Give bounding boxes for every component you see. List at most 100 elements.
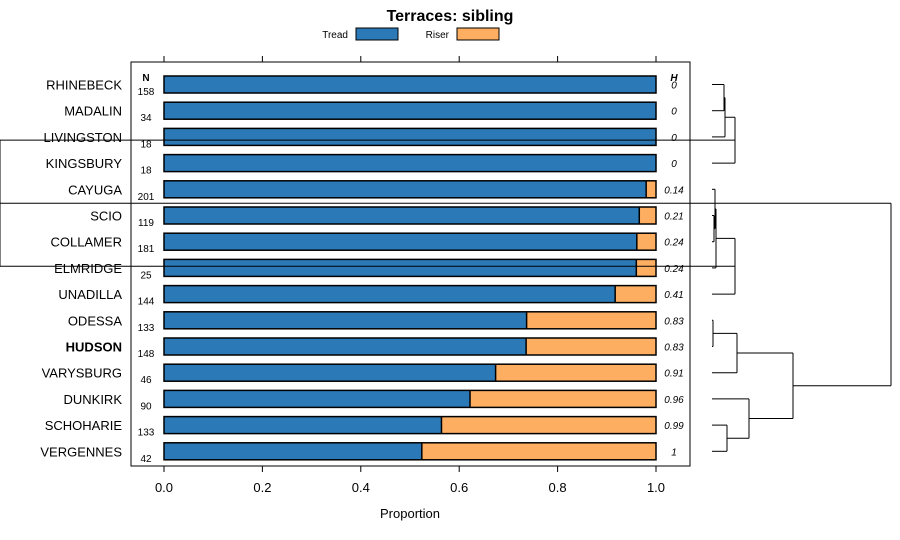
h-label-unadilla: 0.41	[664, 290, 683, 301]
bar-outline-hudson	[163, 337, 657, 356]
x-axis-label: Proportion	[380, 506, 440, 521]
bar-tread-livingston	[164, 128, 656, 146]
row-label-schoharie: SCHOHARIE	[45, 418, 123, 433]
x-tick-label-1: 0.2	[253, 480, 271, 495]
bar-tread-elmridge	[164, 259, 637, 277]
row-label-unadilla: UNADILLA	[58, 287, 122, 302]
x-tick-label-0: 0.0	[155, 480, 173, 495]
h-label-livingston: 0	[671, 133, 677, 144]
bar-tread-unadilla	[164, 285, 616, 303]
n-label-varysburg: 46	[140, 375, 152, 386]
n-label-dunkirk: 90	[140, 401, 152, 412]
bar-outline-rhinebeck	[163, 75, 657, 94]
row-label-madalin: MADALIN	[64, 104, 122, 119]
n-label-odessa: 133	[138, 323, 155, 334]
h-label-rhinebeck: 0	[671, 81, 677, 92]
row-label-hudson: HUDSON	[66, 340, 122, 355]
bar-outline-elmridge	[163, 258, 657, 278]
h-label-dunkirk: 0.96	[664, 395, 684, 406]
dendrogram	[0, 84, 892, 452]
bar-outline-collamer	[163, 232, 657, 251]
n-label-rhinebeck: 158	[138, 87, 155, 98]
h-label-vergennes: 1	[671, 447, 677, 458]
h-label-madalin: 0	[671, 107, 677, 118]
bar-tread-schoharie	[164, 416, 442, 434]
h-label-odessa: 0.83	[664, 316, 684, 327]
h-label-varysburg: 0.91	[664, 369, 683, 380]
bar-tread-varysburg	[164, 364, 496, 382]
bar-outline-schoharie	[163, 415, 657, 435]
h-label-elmridge: 0.24	[664, 264, 684, 275]
row-label-varysburg: VARYSBURG	[42, 366, 122, 381]
bar-tread-vergennes	[164, 442, 422, 460]
n-header: N	[142, 73, 149, 84]
legend-label-riser: Riser	[426, 30, 450, 41]
h-header: H	[670, 73, 678, 84]
bar-outline-madalin	[163, 101, 657, 120]
axes-group: 0.0 0.2 0.4 0.6 0.8 1.0	[155, 56, 665, 495]
n-label-schoharie: 133	[138, 428, 155, 439]
bar-tread-dunkirk	[164, 390, 471, 408]
n-label-scio: 119	[138, 218, 154, 229]
bar-outline-vergennes	[163, 442, 657, 461]
bar-tread-rhinebeck	[164, 76, 656, 93]
legend-swatch-tread	[355, 27, 399, 41]
bar-tread-scio	[164, 207, 640, 224]
h-label-scio: 0.21	[664, 212, 683, 223]
bar-riser-scio	[639, 207, 656, 224]
bar-outline-unadilla	[163, 284, 657, 304]
bar-tread-kingsbury	[164, 154, 656, 172]
legend-label-tread: Tread	[322, 30, 348, 41]
n-label-cayuga: 201	[138, 192, 155, 203]
n-label-collamer: 181	[138, 244, 155, 255]
bar-tread-cayuga	[164, 180, 647, 198]
bar-riser-hudson	[526, 338, 656, 355]
bar-outline-dunkirk	[163, 389, 657, 409]
bar-riser-varysburg	[495, 364, 656, 382]
x-tick-label-4: 0.8	[549, 480, 567, 495]
bar-tread-collamer	[164, 233, 637, 251]
h-label-kingsbury: 0	[671, 159, 677, 170]
h-label-hudson: 0.83	[664, 343, 684, 354]
row-label-kingsbury: KINGSBURY	[46, 156, 123, 171]
bar-tread-madalin	[164, 102, 656, 120]
n-label-livingston: 18	[140, 139, 152, 150]
row-label-cayuga: CAYUGA	[68, 182, 122, 197]
x-tick-label-5: 1.0	[647, 480, 665, 495]
bar-outline-scio	[163, 206, 657, 225]
bar-tread-odessa	[164, 311, 527, 329]
bar-riser-dunkirk	[470, 390, 656, 408]
n-label-unadilla: 144	[138, 297, 155, 308]
bar-riser-unadilla	[615, 285, 656, 303]
n-label-madalin: 34	[140, 113, 152, 124]
bar-outline-kingsbury	[163, 153, 657, 173]
row-label-rhinebeck: RHINEBECK	[46, 78, 122, 93]
row-label-vergennes: VERGENNES	[40, 444, 122, 459]
bar-riser-odessa	[526, 311, 656, 329]
row-label-elmridge: ELMRIDGE	[54, 261, 122, 276]
n-label-kingsbury: 18	[140, 166, 152, 177]
row-label-scio: SCIO	[90, 209, 122, 224]
bar-tread-hudson	[164, 338, 527, 355]
bar-riser-elmridge	[636, 259, 656, 277]
h-label-collamer: 0.24	[664, 238, 684, 249]
h-label-schoharie: 0.99	[664, 421, 684, 432]
bars-group: RHINEBECK 158 0 MADALIN 34 0 LIVINGSTON 18 0 KING…	[40, 75, 684, 465]
bar-outline-livingston	[163, 127, 657, 147]
row-label-odessa: ODESSA	[68, 313, 123, 328]
n-label-hudson: 148	[138, 349, 155, 360]
bar-riser-vergennes	[421, 442, 656, 460]
bar-outline-cayuga	[163, 180, 657, 199]
n-label-elmridge: 25	[140, 270, 152, 281]
bar-outline-varysburg	[163, 363, 657, 382]
x-tick-label-3: 0.6	[450, 480, 468, 495]
chart-title: Terraces: sibling	[387, 8, 514, 25]
legend: Tread Riser	[322, 27, 500, 41]
bar-riser-collamer	[636, 233, 656, 251]
row-label-livingston: LIVINGSTON	[43, 130, 122, 145]
row-label-dunkirk: DUNKIRK	[63, 392, 122, 407]
plot-frame	[130, 61, 691, 467]
n-label-vergennes: 42	[140, 454, 152, 465]
row-label-collamer: COLLAMER	[50, 235, 122, 250]
